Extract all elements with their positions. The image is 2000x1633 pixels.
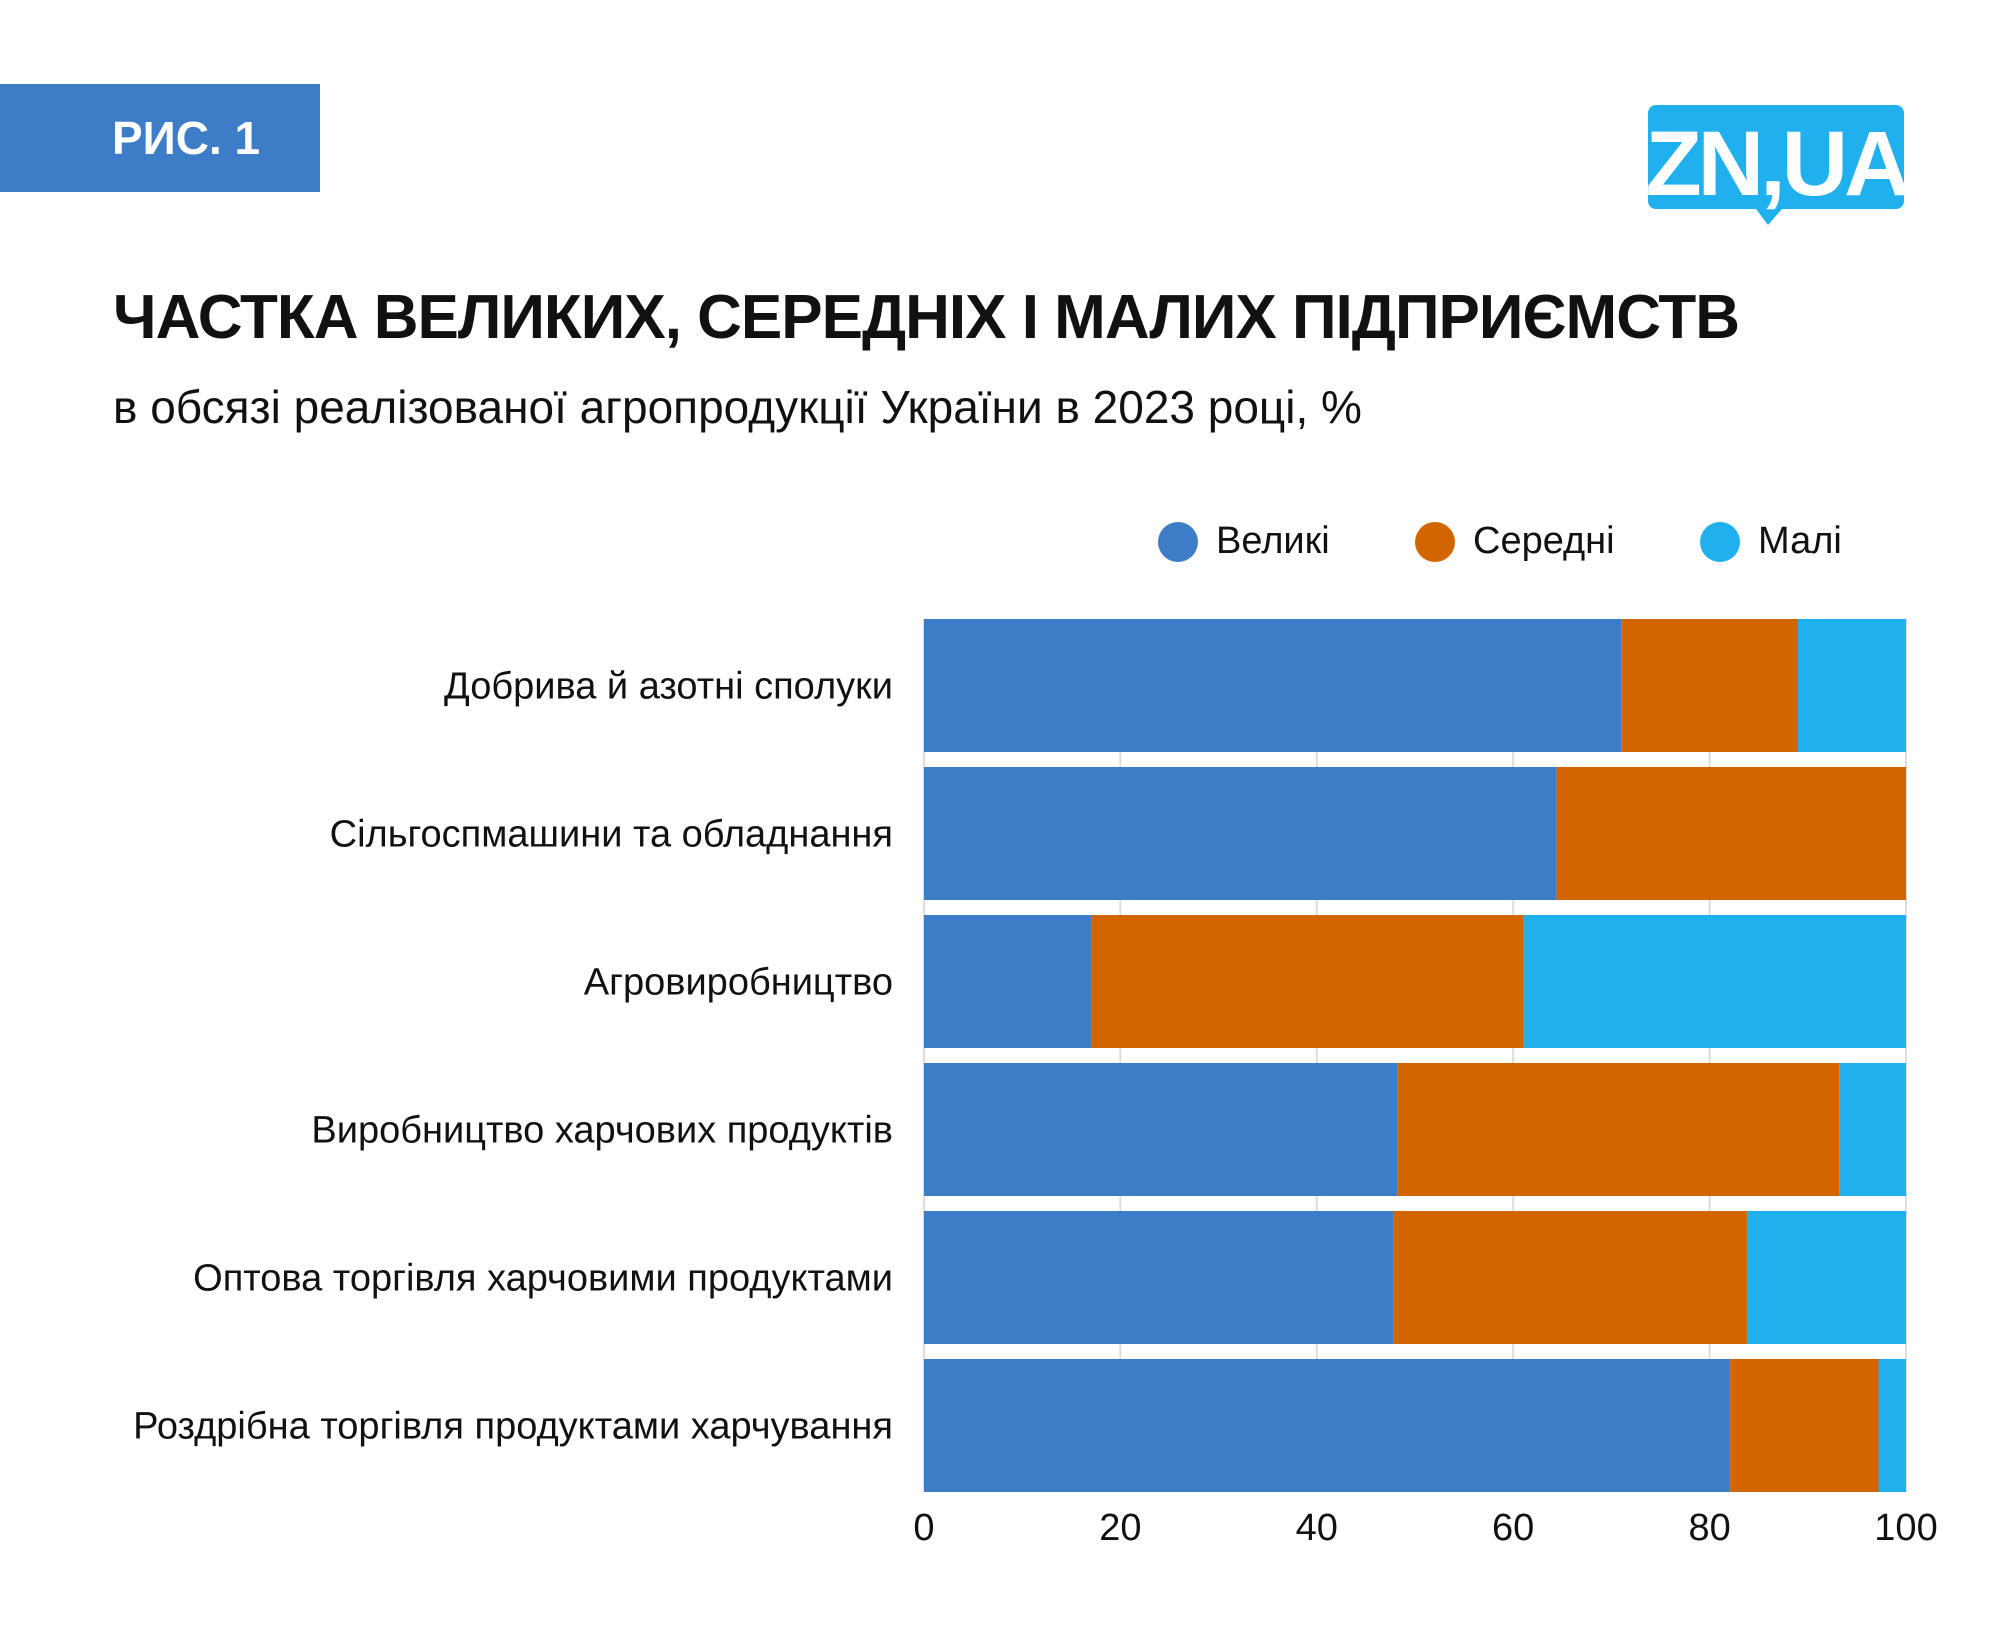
legend-label: Малі: [1758, 520, 1842, 562]
category-label: Оптова торгівля харчовими продуктами: [193, 1258, 893, 1300]
category-label: Сільгоспмашини та обладнання: [330, 814, 893, 856]
bar-segment: [924, 1063, 1398, 1196]
x-tick-label: 60: [1492, 1507, 1534, 1549]
bar-segment: [924, 619, 1622, 752]
bar-segment: [1878, 1359, 1906, 1492]
legend-label: Великі: [1216, 520, 1330, 562]
category-label: Агровиробництво: [584, 962, 893, 1004]
svg-text:ZN,UA: ZN,UA: [1648, 113, 1908, 215]
legend-swatch: [1415, 521, 1455, 562]
legend-swatch: [1700, 521, 1740, 562]
legend-label: Середні: [1473, 520, 1615, 562]
bar-segment: [1621, 619, 1798, 752]
bar-segment: [924, 1211, 1394, 1344]
category-label: Добрива й азотні сполуки: [444, 666, 893, 708]
bar-segment: [1397, 1063, 1840, 1196]
legend-item-small: Малі: [1700, 520, 1842, 563]
x-tick-label: 20: [1099, 1507, 1141, 1549]
x-tick-label: 0: [913, 1507, 934, 1549]
bar-segment: [1523, 915, 1906, 1048]
bar-segment: [924, 767, 1557, 900]
bar-segment: [924, 915, 1091, 1048]
bar-segment: [1797, 619, 1906, 752]
bar-segment: [924, 1359, 1731, 1492]
bar-segment: [1090, 915, 1524, 1048]
bar-segment: [1746, 1211, 1906, 1344]
chart-subtitle: в обсязі реалізованої агропродукції Укра…: [113, 381, 1362, 433]
bar-segment: [1556, 767, 1906, 900]
bar-segment: [1730, 1359, 1879, 1492]
x-tick-label: 100: [1874, 1507, 1937, 1549]
x-tick-label: 40: [1296, 1507, 1338, 1549]
category-label: Роздрібна торгівля продуктами харчування: [133, 1406, 893, 1448]
figure-label: РИС. 1: [0, 84, 320, 192]
chart-title: ЧАСТКА ВЕЛИКИХ, СЕРЕДНІХ І МАЛИХ ПІДПРИЄ…: [113, 283, 1740, 352]
zn-ua-logo: ZN,UA: [1645, 105, 1913, 230]
category-label: Виробництво харчових продуктів: [311, 1110, 893, 1152]
legend-swatch: [1158, 521, 1198, 562]
bar-segment: [1839, 1063, 1906, 1196]
x-tick-label: 80: [1688, 1507, 1730, 1549]
legend-item-medium: Середні: [1415, 520, 1615, 563]
legend-item-large: Великі: [1158, 520, 1330, 563]
bar-segment: [1393, 1211, 1747, 1344]
